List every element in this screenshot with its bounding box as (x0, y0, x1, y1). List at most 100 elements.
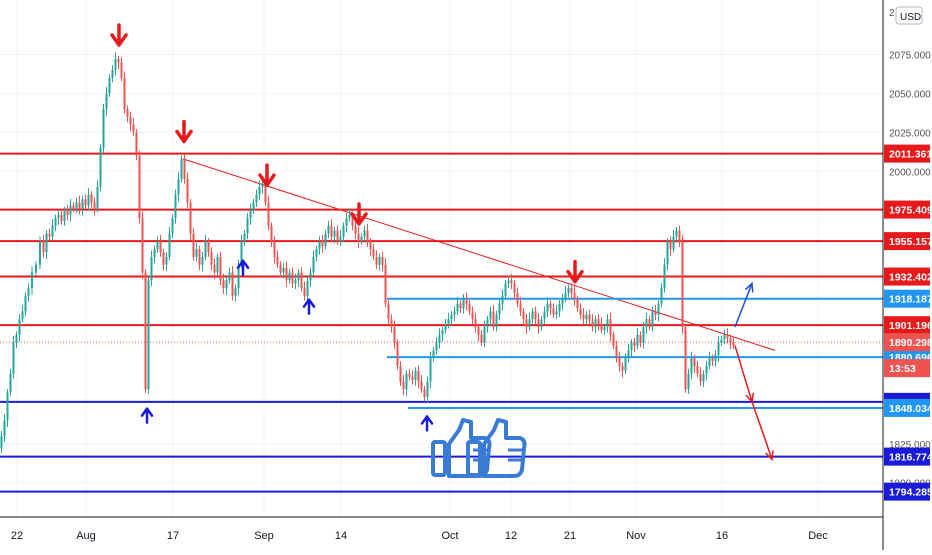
candle-body (39, 241, 41, 265)
candle-body (18, 319, 21, 335)
candle-body (93, 202, 96, 209)
resistance-price-tag: 1955.157 (889, 236, 932, 248)
candle-body (393, 327, 396, 343)
candle-body (684, 327, 687, 390)
candle-body (339, 236, 342, 242)
currency-badge: USD (900, 12, 921, 23)
candle-body (258, 186, 261, 195)
time-tick-label: 21 (564, 530, 576, 542)
candle-body (390, 319, 393, 328)
candle-body (597, 319, 600, 324)
support-price-tag-bg (884, 482, 930, 501)
candle-body (495, 314, 498, 328)
candle-body (615, 345, 618, 359)
candle-body (609, 319, 612, 335)
candle-body (312, 256, 315, 273)
candle-body (675, 230, 678, 237)
candle-body (381, 256, 384, 265)
candle-body (267, 202, 270, 226)
candle-body (396, 342, 399, 366)
sell-arrow-icon (175, 119, 193, 144)
projection-arrow-line (734, 345, 753, 402)
thumb-fingers (508, 448, 522, 462)
plot-background (0, 0, 883, 517)
candle-body (345, 218, 348, 226)
candle-body (603, 327, 606, 331)
candle-body (147, 280, 150, 390)
candle-body (198, 249, 201, 265)
candle-body (270, 225, 273, 242)
candle-body (141, 218, 144, 273)
candle-body (282, 267, 285, 273)
candle-body (12, 342, 15, 374)
time-axis: 22 Aug 17 Sep 14 Oct 12 21 Nov 16 Dec (0, 516, 883, 542)
thumb-cuff (431, 440, 447, 477)
candle-body (216, 256, 219, 273)
candle-body (549, 303, 552, 309)
candle-body (81, 199, 84, 209)
time-tick-label: Nov (626, 530, 646, 542)
candle-body (219, 256, 222, 281)
candle-body (720, 339, 723, 343)
channel-price-tag-bg (884, 398, 930, 417)
candle-body (114, 59, 117, 71)
candle-body (162, 252, 165, 265)
candle-body (366, 230, 369, 242)
candle-body (600, 323, 603, 331)
time-tick-label: 22 (11, 530, 23, 542)
price-tick-label: 1825.000 (889, 440, 931, 451)
candle-body (441, 330, 444, 335)
sell-arrow-icon (350, 202, 368, 226)
buy-arrow-icon (140, 407, 154, 424)
candle-body (303, 288, 306, 296)
candle-body (54, 218, 57, 226)
thumb-cuff (466, 440, 482, 477)
candle-body (363, 230, 366, 237)
candle-body (324, 233, 327, 247)
candle-body (516, 292, 519, 304)
candle-body (699, 373, 702, 382)
candle-body (255, 194, 258, 203)
candle-body (35, 264, 37, 273)
candle-body (573, 292, 576, 299)
candle-body (690, 358, 693, 374)
candle-body (468, 303, 471, 312)
candle-body (528, 319, 531, 328)
candle-body (276, 256, 279, 265)
support-price-tag: 1816.774 (889, 452, 932, 464)
candle-body (558, 303, 561, 312)
candle-body (42, 241, 45, 253)
candle-body (306, 280, 309, 296)
candle-body (642, 327, 645, 343)
candle-body (471, 311, 474, 320)
candle-body (660, 288, 663, 304)
candle-body (657, 303, 660, 315)
candle-body (264, 183, 267, 203)
time-tick-label: Aug (76, 530, 96, 542)
candle-body (525, 319, 528, 328)
candle-body (144, 272, 147, 390)
candle-body (687, 373, 690, 390)
price-tick-label: 2025.000 (889, 128, 931, 139)
candle-body (195, 249, 198, 257)
candle-body (354, 225, 357, 234)
candle-body (612, 334, 615, 346)
candle-body (411, 376, 414, 380)
candle-body (714, 355, 717, 362)
candle-body (678, 230, 681, 242)
candle-body (90, 194, 93, 203)
projection-arrowhead-icon (745, 392, 755, 404)
candle-body (183, 158, 186, 180)
candle-body (492, 311, 495, 328)
candle-body (213, 264, 216, 273)
candle-body (486, 319, 489, 328)
candle-body (201, 256, 204, 265)
time-tick-label: Dec (808, 530, 828, 542)
candle-body (417, 370, 420, 382)
candle-body (171, 218, 174, 234)
candle-body (210, 252, 213, 265)
candle-body (450, 314, 453, 320)
resistance-price-tag-bg (884, 316, 930, 335)
